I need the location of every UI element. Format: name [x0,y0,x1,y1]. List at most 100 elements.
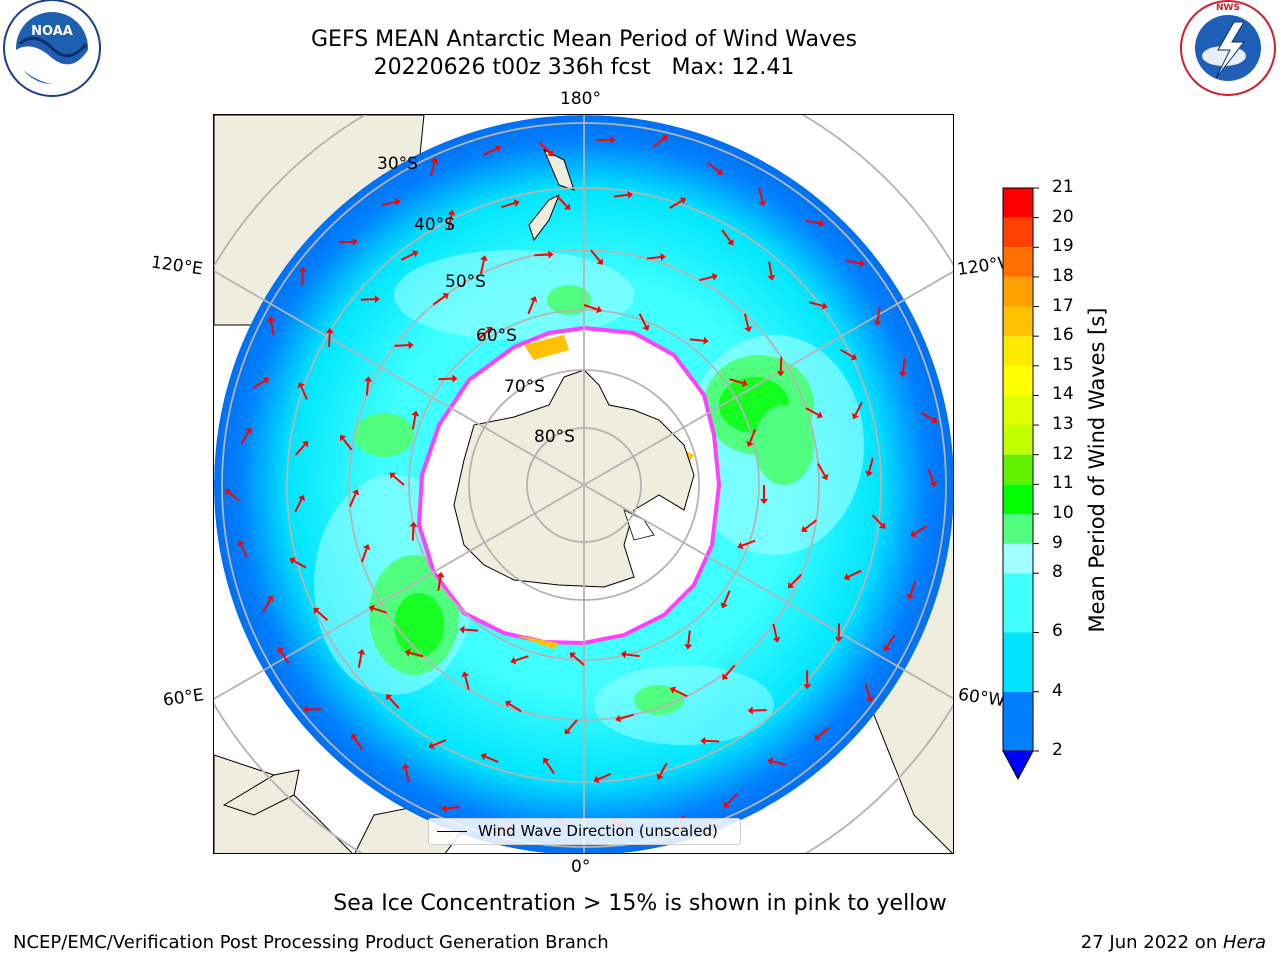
wind-arrow-shaft [846,259,861,265]
wind-arrow-shaft [848,569,862,578]
wind-arrow-head [711,272,718,281]
colorbar-tick-label: 19 [1052,236,1074,257]
wind-arrow-head [401,763,410,770]
wind-arrow-shaft [485,755,499,763]
wind-arrow-shaft [400,252,415,261]
colorbar-bin [1003,454,1033,485]
wind-arrow-shaft [723,590,731,605]
wind-arrow-head [394,197,401,206]
wind-arrow-shaft [360,548,368,563]
colorbar-tick-label: 18 [1052,265,1074,286]
wind-arrow-head [224,488,232,496]
wind-arrow-shaft [886,634,896,648]
wind-arrow-head [411,410,420,417]
lon-label-180: 180° [560,89,601,109]
wind-arrow-shaft [864,683,871,698]
wind-arrow-shaft [659,762,668,776]
wind-arrow-shaft [432,739,447,747]
lat-label-50s: 50°S [445,272,486,292]
wind-arrow-head [548,250,554,259]
wind-arrow-shaft [280,650,290,664]
lon-label-60e: 60°E [161,685,206,711]
wind-arrow-head [404,648,411,657]
colorbar-bin [1003,247,1033,277]
wind-arrow-head [684,644,693,650]
wind-arrow-shaft [689,338,704,342]
wind-arrow-shaft [534,253,549,257]
svg-text:NWS: NWS [1216,3,1240,13]
wind-arrow-shaft [327,332,331,347]
colorbar-bin [1003,276,1033,307]
wind-arrow-shaft [293,559,307,569]
colorbar-bin [1003,632,1033,692]
colorbar-bin [1003,513,1033,544]
wind-arrow-head [865,470,873,477]
wind-arrow-shaft [817,727,830,738]
wind-arrow-shaft [483,147,498,156]
wind-arrow-head [821,301,828,310]
legend: Wind Wave Direction (unscaled) [428,818,741,845]
wind-arrow-shaft [625,653,640,658]
colorbar-tick-label: 11 [1052,473,1074,494]
wind-arrow-shaft [301,271,304,286]
wind-arrow-head [302,705,308,714]
wind-arrow-shaft [871,514,883,526]
wind-arrow-head [801,525,808,532]
wind-arrow-shaft [805,407,819,416]
wind-arrow-head [428,741,435,750]
colorbar-bin [1003,336,1033,366]
wind-arrow-head [352,237,358,246]
colorbar-tick-label: 6 [1052,621,1063,642]
wind-arrow-head [289,557,296,565]
wind-arrow-head [529,296,538,303]
wind-arrow-head [409,521,418,527]
nws-logo: NWS [1178,0,1278,100]
colorbar-bin [1003,217,1033,248]
wind-arrow-head [873,320,882,326]
wind-arrow-head [906,593,915,600]
wind-arrow-shaft [804,519,817,530]
wind-arrow-shaft [768,261,773,276]
legend-line-swatch [437,831,467,832]
wind-arrow-shaft [758,187,764,202]
wind-arrow-head [776,371,785,377]
sea-ice-note: Sea Ice Concentration > 15% is shown in … [333,891,947,916]
wind-arrow-head [851,412,859,420]
wind-arrow-head [350,733,358,741]
wind-arrow-head [661,135,668,142]
wind-arrow-head [564,727,571,735]
wind-arrow-head [480,752,487,761]
lat-label-80s: 80°S [534,427,575,447]
wind-arrow-head [461,671,470,678]
wind-arrow-shaft [432,295,446,306]
wind-arrow-head [899,371,908,377]
wind-arrow-head [266,595,274,602]
wind-arrow-head [700,736,706,745]
wind-arrow-head [865,696,874,703]
wind-arrow-head [430,157,439,164]
wind-arrow-head [436,572,445,578]
wind-arrow-head [351,489,360,496]
colorbar-bin [1003,365,1033,396]
wind-arrow-shaft [572,655,585,666]
wind-arrow-shaft [687,630,691,645]
wind-arrow-head [596,305,603,314]
wind-arrow-head [720,602,728,609]
wind-arrow-shaft [373,607,388,614]
wind-arrow-head [821,473,829,481]
wind-arrow-head [494,145,502,153]
lat-label-40s: 40°S [414,215,455,235]
wind-arrow-head [486,326,493,334]
chart-subtitle: 20220626 t00z 336h fcst Max: 12.41 [373,55,795,80]
wind-arrow-shaft [514,655,529,662]
wind-arrow-head [760,499,768,504]
wind-arrow-shaft [771,760,787,766]
wind-arrow-shaft [909,581,917,596]
wind-arrow-head [716,168,723,175]
wind-arrow-shaft [839,348,854,358]
wind-arrow-shaft [583,304,598,311]
wind-arrow-shaft [743,313,750,328]
colorbar-tick-label: 4 [1052,680,1063,701]
wind-arrow-head [727,238,734,246]
wind-arrow-shaft [567,719,578,732]
